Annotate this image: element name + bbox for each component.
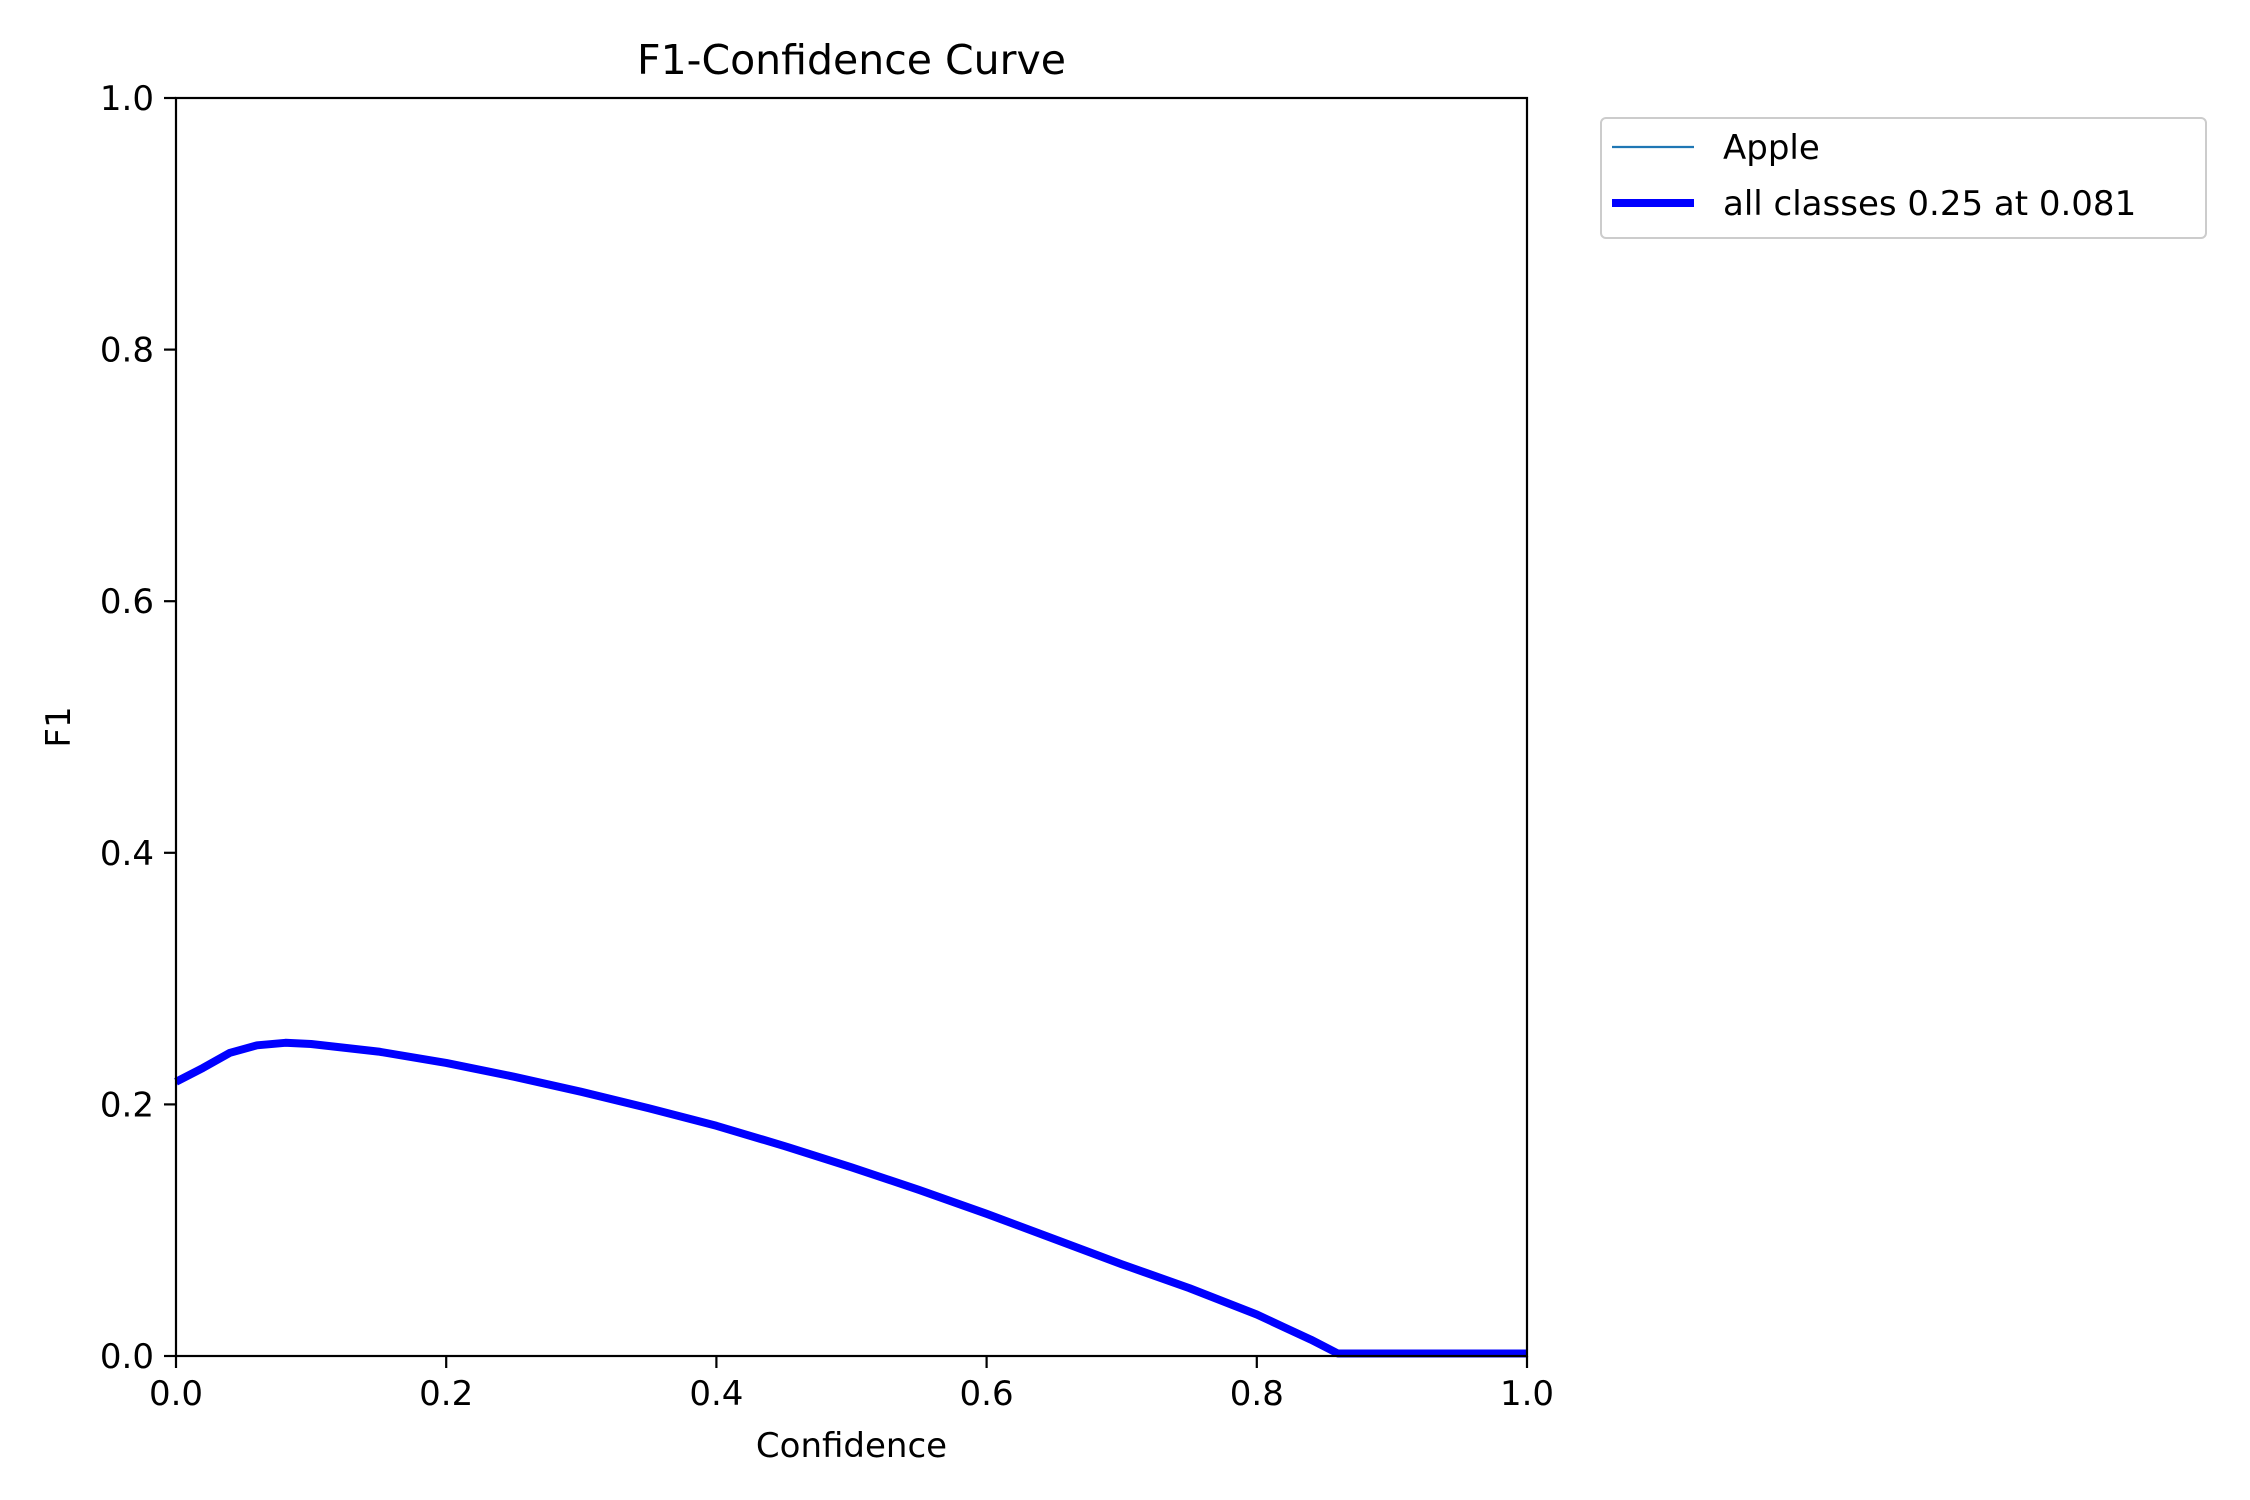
x-tick-label: 0.2 <box>419 1374 473 1414</box>
series-line-all-classes <box>174 1038 1527 1358</box>
chart-title: F1-Confidence Curve <box>637 36 1066 84</box>
y-tick-label: 0.2 <box>100 1085 154 1125</box>
y-tick-label: 1.0 <box>100 79 154 119</box>
y-tick-label: 0.4 <box>100 834 154 874</box>
plot-frame <box>174 96 1529 1358</box>
legend-label-apple: Apple <box>1723 128 1820 168</box>
y-axis: 0.0 0.2 0.4 0.6 0.8 1.0 <box>100 79 176 1377</box>
y-tick-label: 0.0 <box>100 1337 154 1377</box>
x-tick-label: 0.4 <box>689 1374 743 1414</box>
x-tick-label: 0.6 <box>960 1374 1014 1414</box>
x-axis: 0.0 0.2 0.4 0.6 0.8 1.0 <box>149 1356 1554 1414</box>
y-axis-label: F1 <box>39 706 79 747</box>
legend: Apple all classes 0.25 at 0.081 <box>1600 117 2207 239</box>
x-axis-label: Confidence <box>756 1426 947 1466</box>
series-layer <box>174 1038 1527 1358</box>
y-tick-label: 0.8 <box>100 331 154 371</box>
x-tick-label: 1.0 <box>1500 1374 1554 1414</box>
y-tick-label: 0.6 <box>100 582 154 622</box>
x-tick-label: 0.0 <box>149 1374 203 1414</box>
x-tick-label: 0.8 <box>1230 1374 1284 1414</box>
legend-box <box>1600 117 2207 239</box>
legend-label-all-classes: all classes 0.25 at 0.081 <box>1723 184 2136 224</box>
